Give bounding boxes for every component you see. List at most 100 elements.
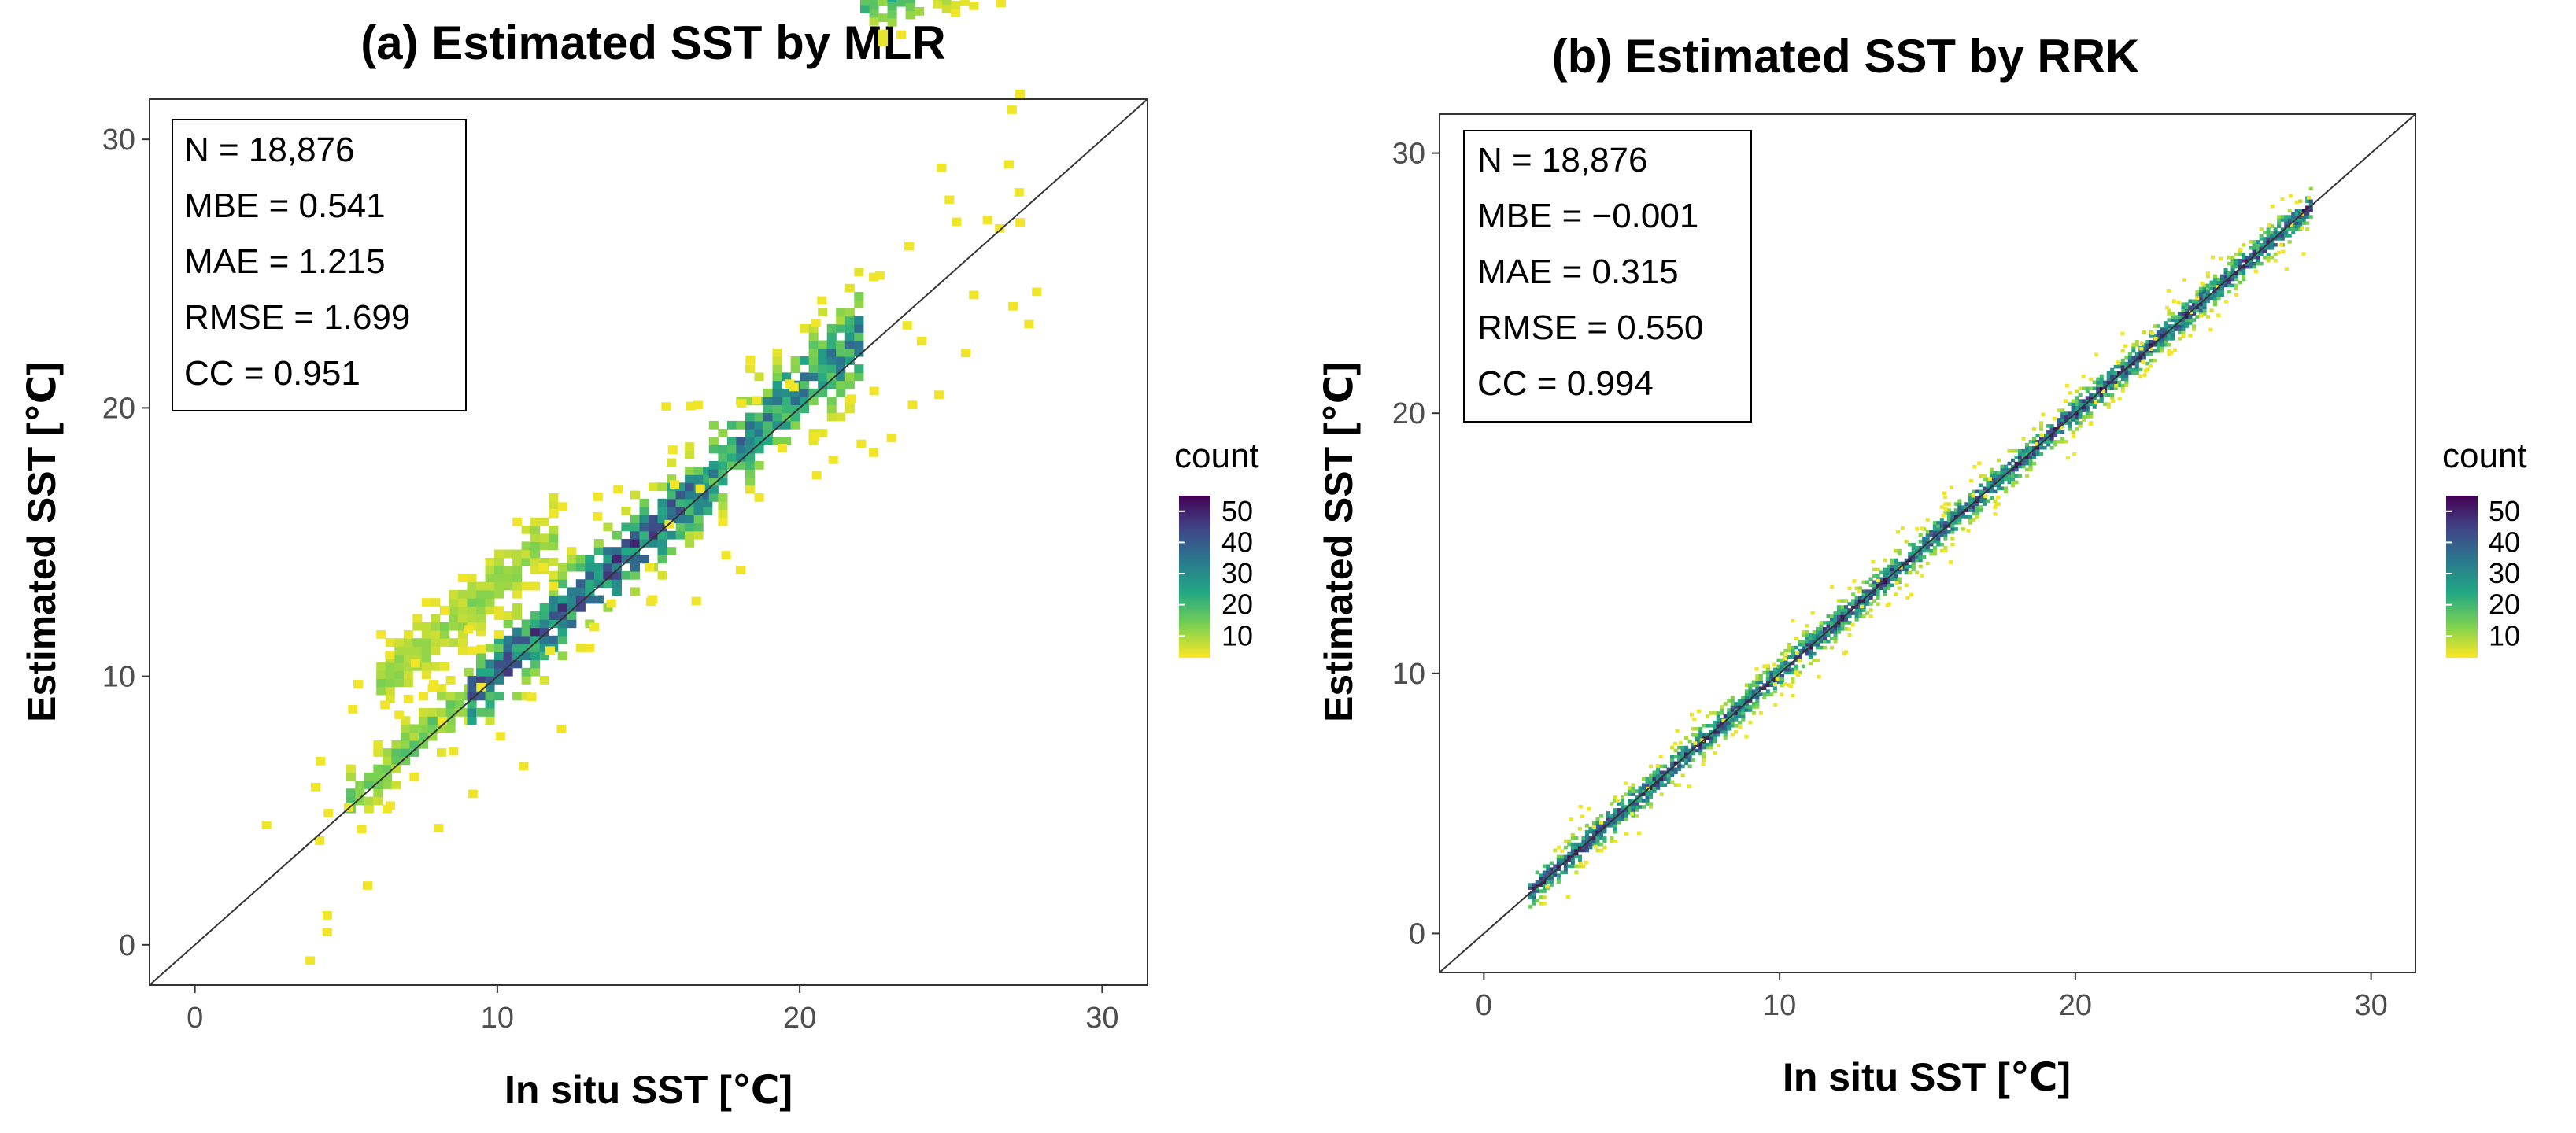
- heatmap-cell: [2075, 427, 2079, 431]
- panel-a-stat-rmse: RMSE = 1.699: [184, 298, 410, 337]
- heatmap-cell: [2177, 312, 2182, 316]
- heatmap-cell: [503, 574, 513, 583]
- heatmap-cell: [1847, 586, 1852, 590]
- heatmap-cell: [2198, 308, 2203, 312]
- heatmap-cell: [1563, 858, 1568, 862]
- heatmap-cell: [311, 782, 321, 792]
- heatmap-cell: [445, 716, 456, 725]
- heatmap-cell: [937, 163, 947, 172]
- heatmap-cell: [1794, 664, 1798, 669]
- heatmap-cell: [394, 678, 405, 688]
- heatmap-cell: [1546, 873, 1550, 877]
- heatmap-cell: [1588, 826, 1593, 831]
- heatmap-cell: [1624, 792, 1628, 796]
- heatmap-cell: [1702, 736, 1706, 740]
- heatmap-cell: [2072, 452, 2077, 456]
- heatmap-cell: [1936, 521, 1941, 525]
- heatmap-cell: [1730, 708, 1735, 712]
- heatmap-cell: [1982, 486, 1987, 491]
- heatmap-cell: [1613, 808, 1617, 812]
- heatmap-cell: [1797, 659, 1802, 663]
- heatmap-cell: [2227, 290, 2232, 294]
- heatmap-cell: [1837, 614, 1842, 618]
- heatmap-cell: [1673, 761, 1678, 766]
- heatmap-cell: [1638, 792, 1643, 796]
- heatmap-cell: [521, 627, 531, 637]
- heatmap-cell: [1890, 577, 1894, 581]
- heatmap-cell: [1819, 627, 1824, 631]
- heatmap-cell: [2181, 302, 2186, 306]
- heatmap-cell: [467, 646, 477, 655]
- heatmap-cell: [886, 434, 896, 443]
- heatmap-cell: [1922, 542, 1927, 547]
- heatmap-cell: [2057, 430, 2061, 434]
- heatmap-cell: [412, 638, 423, 647]
- heatmap-cell: [2156, 334, 2160, 338]
- heatmap-cell: [648, 595, 658, 604]
- heatmap-cell: [2007, 474, 2012, 478]
- heatmap-cell: [1751, 702, 1756, 706]
- heatmap-cell: [1776, 680, 1781, 685]
- heatmap-cell: [476, 622, 486, 631]
- heatmap-cell: [1702, 724, 1706, 728]
- heatmap-cell: [1553, 873, 1558, 877]
- heatmap-cell: [1929, 539, 1934, 544]
- heatmap-cell: [869, 17, 879, 26]
- heatmap-cell: [2198, 312, 2203, 316]
- heatmap-cell: [1684, 755, 1689, 759]
- heatmap-cell: [639, 555, 649, 564]
- heatmap-cell: [1939, 524, 1944, 528]
- heatmap-cell: [530, 541, 541, 551]
- heatmap-cell: [440, 607, 450, 615]
- heatmap-cell: [2305, 221, 2310, 225]
- heatmap-cell: [2110, 393, 2115, 397]
- heatmap-cell: [2117, 383, 2122, 388]
- y-tick-label: 20: [102, 392, 135, 425]
- heatmap-cell: [1581, 845, 1586, 850]
- heatmap-cell: [2075, 411, 2079, 415]
- heatmap-cell: [2252, 246, 2256, 250]
- heatmap-cell: [2014, 461, 2019, 466]
- heatmap-cell: [1570, 842, 1575, 847]
- heatmap-cell: [1613, 821, 1617, 825]
- heatmap-cell: [539, 627, 549, 637]
- heatmap-cell: [1920, 526, 1924, 530]
- panel-a-colorbar: [1179, 496, 1210, 658]
- heatmap-cell: [1830, 645, 1835, 650]
- heatmap-cell: [1636, 831, 1641, 836]
- heatmap-cell: [1577, 842, 1582, 847]
- heatmap-cell: [585, 579, 595, 588]
- heatmap-cell: [1659, 773, 1664, 778]
- heatmap-cell: [1574, 845, 1579, 850]
- heatmap-cell: [2171, 299, 2176, 303]
- heatmap-cell: [1744, 702, 1749, 706]
- heatmap-cell: [782, 412, 792, 422]
- heatmap-cell: [1819, 636, 1824, 640]
- heatmap-cell: [1546, 870, 1550, 875]
- heatmap-cell: [1915, 570, 1920, 575]
- heatmap-cell: [1677, 764, 1682, 769]
- heatmap-cell: [1655, 763, 1660, 768]
- heatmap-cell: [421, 622, 431, 631]
- heatmap-cell: [557, 502, 567, 511]
- heatmap-cell: [2188, 318, 2193, 322]
- heatmap-cell: [1791, 680, 1795, 685]
- heatmap-cell: [494, 676, 504, 685]
- heatmap-cell: [2053, 427, 2058, 431]
- heatmap-cell: [2028, 455, 2033, 459]
- heatmap-cell: [1748, 705, 1753, 709]
- heatmap-cell: [557, 579, 567, 588]
- heatmap-cell: [1847, 608, 1852, 612]
- heatmap-cell: [1769, 680, 1774, 685]
- heatmap-cell: [434, 824, 444, 832]
- heatmap-cell: [1539, 902, 1543, 906]
- heatmap-cell: [808, 324, 819, 333]
- heatmap-cell: [539, 619, 549, 629]
- heatmap-cell: [2300, 226, 2304, 230]
- heatmap-cell: [2089, 396, 2094, 400]
- heatmap-cell: [530, 627, 541, 637]
- heatmap-cell: [1826, 639, 1831, 644]
- heatmap-cell: [2202, 293, 2207, 297]
- heatmap-cell: [2173, 348, 2178, 352]
- heatmap-cell: [1791, 618, 1795, 623]
